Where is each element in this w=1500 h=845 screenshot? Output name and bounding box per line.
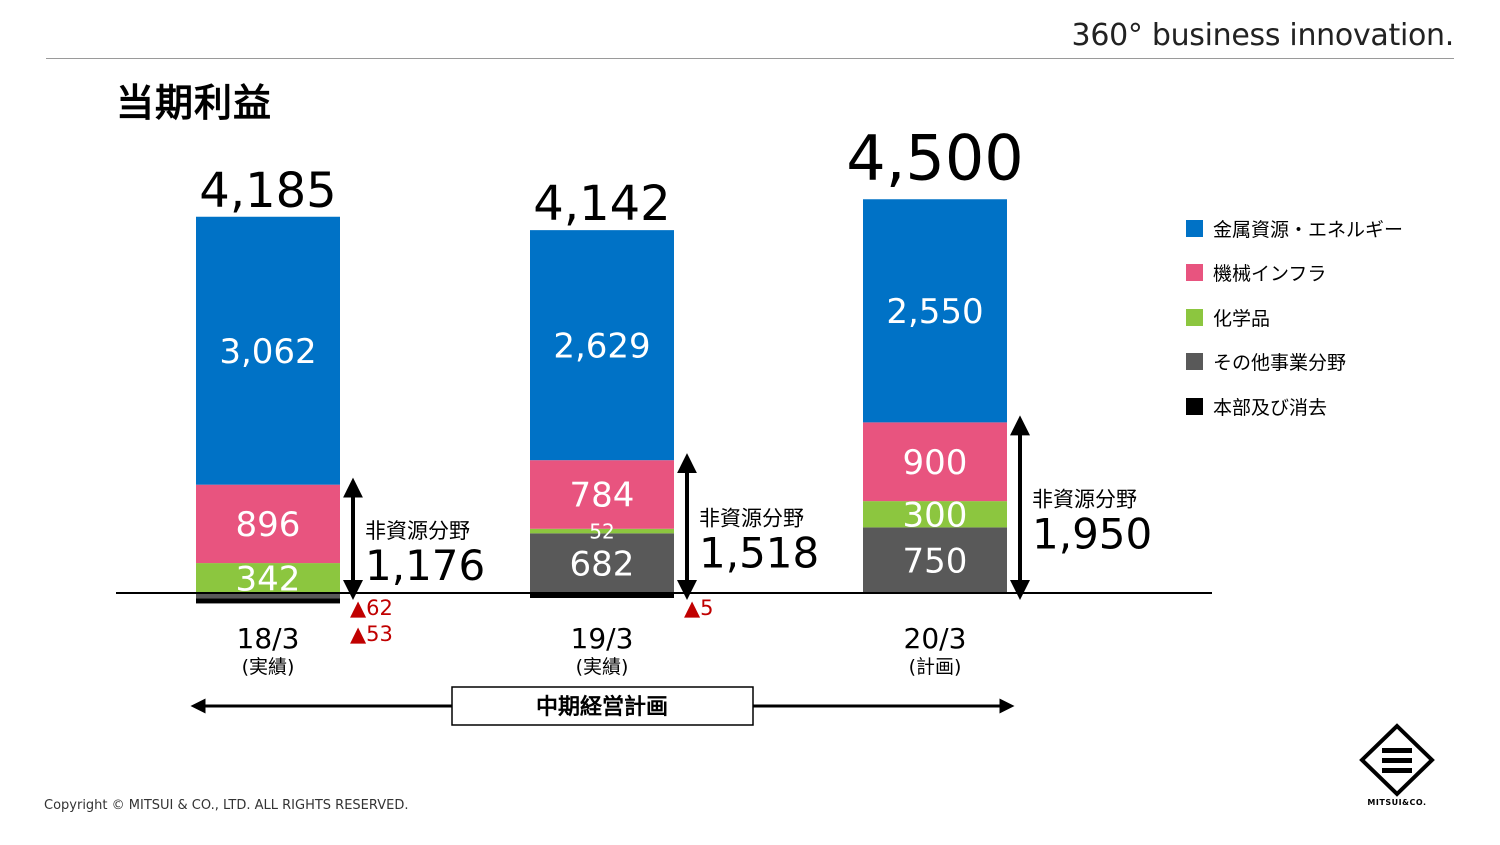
negative-value-label: ▲53: [350, 622, 393, 646]
category-sublabel: (実績): [242, 656, 295, 678]
category-sublabel: (計画): [909, 656, 962, 678]
bar-segment: [196, 484, 340, 564]
category-label: 18/3: [237, 622, 300, 655]
legend-item: その他事業分野: [1186, 340, 1403, 385]
bar-value-label: 342: [236, 559, 301, 599]
negative-value-label: ▲62: [350, 596, 393, 620]
category-label: 19/3: [571, 622, 634, 655]
bar-segment: [196, 216, 340, 485]
bar-value-label: 750: [903, 541, 968, 581]
tagline: 360° business innovation.: [1071, 18, 1455, 53]
bar-value-label: 2,629: [553, 326, 650, 366]
bar-segment: [863, 199, 1007, 423]
bar-value-label: 52: [589, 519, 614, 543]
legend-swatch: [1186, 219, 1203, 237]
logo-text: MITSUI&CO.: [1367, 798, 1427, 807]
bar-segment: [196, 563, 340, 593]
bar-total-label: 4,142: [533, 176, 670, 232]
legend-swatch: [1186, 264, 1203, 282]
bracket-label: 中期経営計画: [536, 694, 668, 720]
page-title: 当期利益: [116, 81, 273, 125]
category-label: 20/3: [904, 622, 967, 655]
non-resource-label: 非資源分野: [365, 519, 470, 543]
category-sublabel: (実績): [576, 656, 629, 678]
bar-segment: [863, 527, 1007, 593]
bracket-box: [451, 686, 754, 726]
legend-label: その他事業分野: [1213, 352, 1347, 375]
mitsui-logo-icon: [1359, 723, 1435, 797]
legend-item: 化学品: [1186, 295, 1403, 340]
bar-segment: [196, 593, 340, 599]
bar-value-label: 900: [903, 443, 968, 483]
bar-segment: [863, 501, 1007, 528]
bar-total-label: 4,185: [199, 163, 336, 219]
legend-label: 本部及び消去: [1213, 396, 1328, 419]
non-resource-value: 1,518: [699, 529, 819, 578]
non-resource-value: 1,950: [1032, 510, 1152, 559]
header-divider: [46, 58, 1454, 59]
bar-segment: [530, 460, 674, 529]
bar-value-label: 682: [570, 544, 635, 584]
bar-segment: [863, 422, 1007, 502]
bar-value-label: 3,062: [219, 332, 316, 372]
bar-value-label: 896: [236, 505, 301, 545]
negative-value-label: ▲5: [684, 596, 714, 620]
legend-label: 機械インフラ: [1213, 263, 1327, 286]
non-resource-label: 非資源分野: [699, 507, 804, 531]
legend-item: 金属資源・エネルギー: [1186, 206, 1403, 251]
legend: 金属資源・エネルギー 機械インフラ 化学品 その他事業分野 本部及び消去: [1186, 206, 1403, 429]
bar-segment: [530, 533, 674, 593]
copyright: Copyright © MITSUI & CO., LTD. ALL RIGHT…: [44, 798, 409, 813]
non-resource-value: 1,176: [365, 541, 485, 590]
legend-swatch: [1186, 397, 1203, 415]
bar-value-label: 2,550: [886, 292, 983, 332]
company-logo: MITSUI&CO.: [1358, 722, 1436, 814]
legend-label: 化学品: [1213, 307, 1271, 330]
bar-total-label: 4,500: [846, 121, 1024, 194]
bar-segment: [196, 598, 340, 604]
bar-value-label: 300: [903, 495, 968, 535]
bar-segment: [530, 528, 674, 534]
non-resource-label: 非資源分野: [1032, 488, 1137, 512]
bar-value-label: 784: [570, 476, 635, 516]
legend-item: 本部及び消去: [1186, 384, 1403, 429]
legend-swatch: [1186, 353, 1203, 371]
legend-item: 機械インフラ: [1186, 251, 1403, 296]
legend-label: 金属資源・エネルギー: [1213, 218, 1404, 241]
legend-swatch: [1186, 308, 1203, 326]
bar-segment: [530, 230, 674, 461]
bar-segment: [530, 593, 674, 598]
